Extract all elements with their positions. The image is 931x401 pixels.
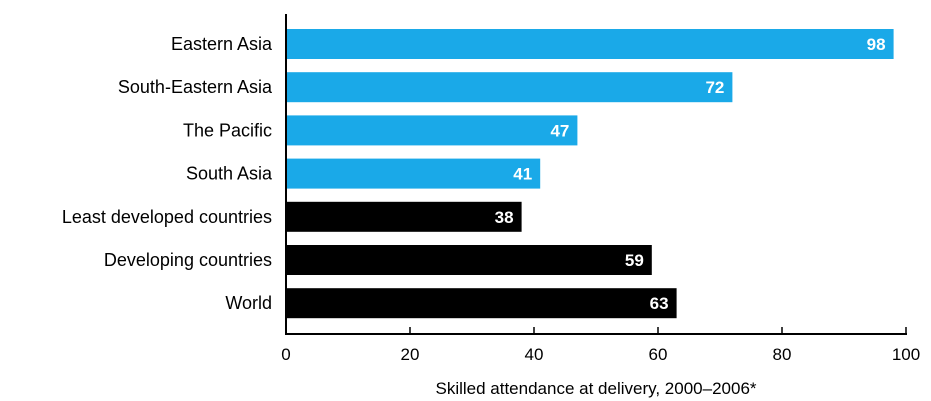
bar-the-pacific xyxy=(286,115,578,146)
category-label: South-Eastern Asia xyxy=(118,77,273,97)
x-axis-title: Skilled attendance at delivery, 2000–200… xyxy=(435,379,756,398)
category-label: Eastern Asia xyxy=(171,34,273,54)
category-label: World xyxy=(225,293,272,313)
data-label: 98 xyxy=(867,35,886,54)
bar-world xyxy=(286,288,677,319)
bar-south-asia xyxy=(286,158,541,189)
x-tick-label: 40 xyxy=(525,345,544,364)
x-tick-label: 80 xyxy=(773,345,792,364)
category-label: The Pacific xyxy=(183,120,272,140)
data-label: 63 xyxy=(650,294,669,313)
category-label: Least developed countries xyxy=(62,207,272,227)
category-label: South Asia xyxy=(186,164,273,184)
data-label: 72 xyxy=(705,78,724,97)
bar-developing-countries xyxy=(286,245,652,275)
data-label: 38 xyxy=(495,208,514,227)
axes-group xyxy=(285,14,907,335)
x-tick-label: 60 xyxy=(649,345,668,364)
bar-least-developed-countries xyxy=(286,201,522,232)
data-label: 41 xyxy=(513,165,532,184)
bar-south-eastern-asia xyxy=(286,72,733,103)
x-ticks: 0 20 40 60 80 100 xyxy=(281,327,920,364)
bars-group xyxy=(286,29,894,319)
x-tick-label: 100 xyxy=(892,345,920,364)
x-tick-label: 0 xyxy=(281,345,290,364)
category-labels: Eastern Asia South-Eastern Asia The Pacifi… xyxy=(62,34,273,313)
category-label: Developing countries xyxy=(104,250,272,270)
bar-eastern-asia xyxy=(286,29,894,59)
value-labels: 98 72 47 41 38 59 63 xyxy=(495,35,886,313)
data-label: 47 xyxy=(550,121,569,140)
data-label: 59 xyxy=(625,251,644,270)
x-tick-label: 20 xyxy=(401,345,420,364)
